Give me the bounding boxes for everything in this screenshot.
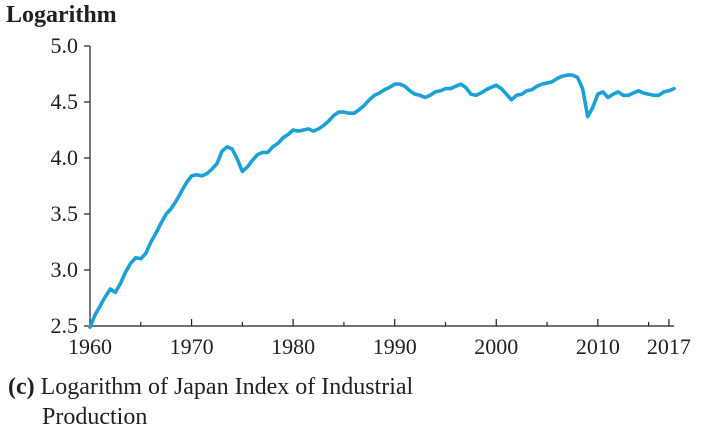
x-tick-label: 1990 xyxy=(373,334,417,359)
x-tick-label: 1980 xyxy=(271,334,315,359)
y-tick-label: 5.0 xyxy=(51,33,79,58)
caption-text-line2: Production xyxy=(42,404,148,430)
y-tick-label: 3.5 xyxy=(51,201,79,226)
y-tick-label: 4.5 xyxy=(51,89,79,114)
series-line xyxy=(88,73,676,329)
caption-text-line1: Logarithm of Japan Index of Industrial xyxy=(40,374,414,400)
figure-caption: (c) Logarithm of Japan Index of Industri… xyxy=(8,372,608,432)
y-axis-title: Logarithm xyxy=(6,2,117,28)
axes: 2.5 3.0 3.5 4.0 4.5 5.0 1960 1970 1980 1990 2000 20… xyxy=(51,33,691,359)
caption-panel-label: (c) xyxy=(8,374,35,400)
x-tick-label: 2010 xyxy=(576,334,620,359)
y-tick-label: 4.0 xyxy=(51,145,79,170)
y-tick-label: 2.5 xyxy=(51,313,79,338)
plot-area xyxy=(88,73,676,329)
x-tick-label: 1970 xyxy=(170,334,214,359)
x-tick-label: 2000 xyxy=(474,334,518,359)
x-tick-label: 2017 xyxy=(647,334,691,359)
x-tick-label: 1960 xyxy=(68,334,112,359)
y-tick-label: 3.0 xyxy=(51,257,79,282)
